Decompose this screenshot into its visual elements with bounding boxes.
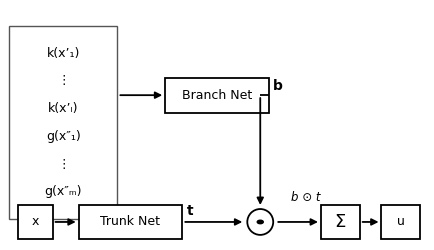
Text: t: t [187,204,193,218]
Text: $\Sigma$: $\Sigma$ [334,213,346,231]
Circle shape [257,220,263,224]
FancyBboxPatch shape [18,204,53,239]
Text: g(x″ₘ): g(x″ₘ) [45,185,82,198]
Text: b ⊙ t: b ⊙ t [290,191,320,204]
FancyBboxPatch shape [10,26,118,220]
FancyBboxPatch shape [79,204,182,239]
Text: Branch Net: Branch Net [182,89,252,102]
FancyBboxPatch shape [165,78,269,112]
Text: Trunk Net: Trunk Net [101,216,161,228]
FancyBboxPatch shape [321,204,360,239]
Text: k(x’₁): k(x’₁) [47,47,80,60]
Text: x: x [32,216,39,228]
Text: k(x’ₗ): k(x’ₗ) [48,102,79,115]
Text: ⋮: ⋮ [57,74,70,88]
Text: u: u [397,216,405,228]
Text: ⋮: ⋮ [57,158,70,170]
FancyBboxPatch shape [381,204,420,239]
Ellipse shape [247,209,273,235]
Text: b: b [273,79,283,93]
Text: g(x″₁): g(x″₁) [46,130,81,143]
